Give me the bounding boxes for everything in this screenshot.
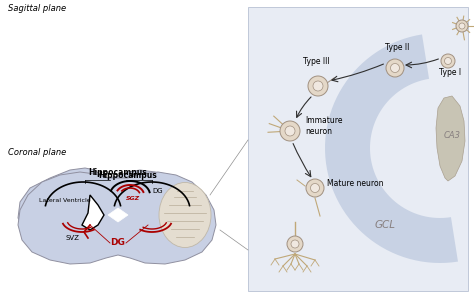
Text: Type I: Type I [439, 68, 461, 77]
Polygon shape [436, 96, 465, 181]
Text: SVZ: SVZ [65, 235, 79, 241]
Text: DG: DG [110, 238, 126, 247]
Circle shape [306, 179, 324, 197]
Text: DG: DG [152, 188, 163, 194]
Text: SGZ: SGZ [126, 196, 140, 201]
Ellipse shape [159, 183, 211, 247]
Text: Coronal plane: Coronal plane [8, 148, 66, 157]
Text: Immature
neuron: Immature neuron [305, 116, 343, 136]
Circle shape [459, 23, 465, 29]
Circle shape [285, 126, 295, 136]
Polygon shape [18, 172, 216, 264]
Text: CA3: CA3 [444, 131, 461, 140]
Circle shape [391, 64, 400, 73]
Text: Hippocampus: Hippocampus [89, 168, 147, 177]
Text: Type II: Type II [385, 43, 409, 52]
Circle shape [441, 54, 455, 68]
Polygon shape [325, 34, 458, 263]
Circle shape [445, 57, 452, 65]
Circle shape [456, 20, 468, 32]
Circle shape [386, 59, 404, 77]
Circle shape [287, 236, 303, 252]
Polygon shape [108, 208, 128, 222]
Text: Hippocampus: Hippocampus [99, 171, 157, 180]
FancyBboxPatch shape [248, 7, 468, 291]
Circle shape [280, 121, 300, 141]
Circle shape [310, 184, 319, 192]
Text: Mature neuron: Mature neuron [327, 179, 383, 189]
Circle shape [291, 240, 299, 248]
Polygon shape [18, 168, 210, 258]
Circle shape [308, 76, 328, 96]
Text: GCL: GCL [374, 220, 395, 230]
Circle shape [313, 81, 323, 91]
Polygon shape [82, 195, 104, 230]
Text: Type III: Type III [303, 57, 329, 66]
Text: Sagittal plane: Sagittal plane [8, 4, 66, 13]
Text: Lateral Ventricle: Lateral Ventricle [39, 198, 91, 203]
